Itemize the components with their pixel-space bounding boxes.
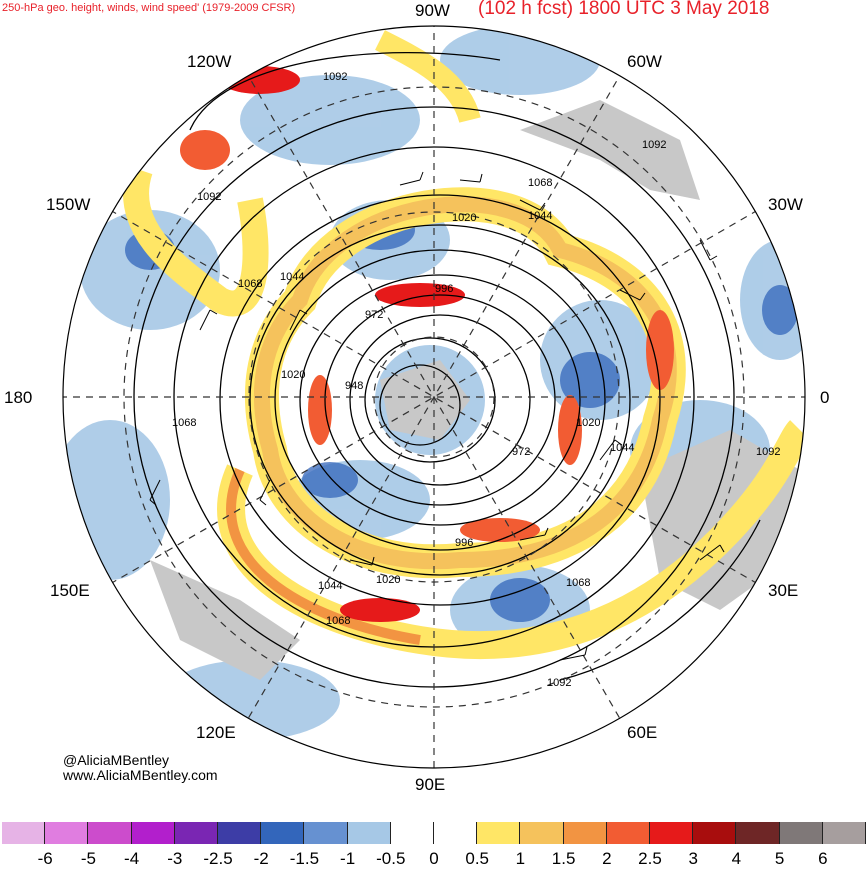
colorbar-segment — [218, 822, 262, 844]
longitude-label: 120E — [196, 723, 236, 742]
longitude-label: 30E — [768, 581, 798, 600]
contour-label: 948 — [345, 380, 363, 392]
colorbar-segment — [606, 822, 650, 844]
wind-barbs — [149, 171, 725, 661]
contour-label: 1044 — [610, 442, 634, 454]
map-boundary-circle — [62, 25, 806, 769]
contour-label: 1092 — [756, 446, 780, 458]
colorbar-tick-label: -5 — [80, 849, 96, 868]
colorbar-tick-label: -1.5 — [289, 849, 320, 868]
contour-label: 1020 — [576, 417, 600, 429]
height-contours — [133, 52, 761, 688]
contour-label: 972 — [365, 309, 383, 321]
polar-stereographic-map: 1092 1092 1092 1092 1092 1068 1068 1068 … — [4, 1, 829, 794]
colorbar: -6 -5 -4 -3 -2.5 -2 -1.5 -1 -0.5 0 0.5 1 1.5 2 2.5 3 4 5 6 — [0, 822, 868, 868]
credit-website: www.AliciaMBentley.com — [63, 767, 218, 783]
colorbar-tick-label: -6 — [37, 849, 53, 868]
contour-label: 1020 — [452, 212, 476, 224]
colorbar-segment — [520, 822, 564, 844]
forecast-time-title: (102 h fcst) 1800 UTC 3 May 2018 — [478, 0, 770, 19]
contour-label: 1044 — [280, 271, 304, 283]
longitude-label: 90E — [415, 775, 445, 794]
longitude-label: 90W — [415, 1, 450, 20]
colorbar-segment — [347, 822, 391, 844]
contour-label: 1068 — [326, 615, 350, 627]
colorbar-tick-label: 5 — [774, 849, 785, 868]
contour-label: 1020 — [376, 574, 400, 586]
longitude-label: 60W — [627, 52, 662, 71]
longitude-labels: 90W 60W 30W 0 30E 60E 90E 120E 150E 180 … — [4, 1, 829, 794]
colorbar-segment — [736, 822, 780, 844]
colorbar-segment — [693, 822, 737, 844]
colorbar-segment — [131, 822, 175, 844]
colorbar-segment — [45, 822, 89, 844]
contour-label: 1092 — [642, 139, 666, 151]
map-title: 250-hPa geo. height, winds, wind speed' … — [2, 2, 296, 14]
colorbar-tick-label: 0 — [429, 849, 439, 868]
colorbar-segment — [174, 822, 218, 844]
contour-label: 1068 — [528, 177, 552, 189]
credit-handle: @AliciaMBentley — [63, 752, 170, 768]
colorbar-segment — [88, 822, 132, 844]
contour-label: 996 — [455, 537, 473, 549]
contour-label: 1068 — [566, 577, 590, 589]
longitude-label: 150E — [50, 581, 90, 600]
longitude-label: 150W — [46, 195, 90, 214]
map-field-layer: 1092 1092 1092 1092 1092 1068 1068 1068 … — [63, 26, 805, 768]
contour-label: 1020 — [281, 369, 305, 381]
colorbar-tick-label: 3 — [688, 849, 698, 868]
colorbar-tick-label: 4 — [731, 849, 742, 868]
contour-label: 972 — [512, 446, 530, 458]
colorbar-tick-label: -0.5 — [376, 849, 406, 868]
longitude-label: 30W — [768, 195, 803, 214]
contour-label: 1044 — [318, 580, 342, 592]
colorbar-tick-label: -2.5 — [203, 849, 233, 868]
colorbar-tick-label: 2.5 — [638, 849, 662, 868]
colorbar-tick-label: 1.5 — [551, 849, 576, 868]
longitude-label: 180 — [4, 388, 32, 407]
colorbar-tick-label: -1 — [340, 849, 356, 868]
colorbar-segment — [650, 822, 694, 844]
colorbar-segment — [563, 822, 607, 844]
contour-label: 1092 — [197, 191, 221, 203]
colorbar-segment — [261, 822, 305, 844]
colorbar-segment — [2, 822, 46, 844]
contour-label: 1044 — [528, 210, 552, 222]
colorbar-segment — [304, 822, 348, 844]
colorbar-segment — [477, 822, 521, 844]
colorbar-tick-label: 6 — [818, 849, 828, 868]
colorbar-tick-label: -4 — [124, 849, 140, 868]
contour-label: 1068 — [172, 417, 196, 429]
contour-label-group: 1092 1092 1092 1092 1092 1068 1068 1068 … — [172, 71, 780, 689]
colorbar-segment — [434, 822, 478, 844]
longitude-label: 120W — [187, 52, 231, 71]
contour-label: 1092 — [323, 71, 347, 83]
colorbar-tick-label: 1 — [515, 849, 526, 868]
colorbar-tick-label: -3 — [167, 849, 183, 868]
colorbar-segment — [779, 822, 823, 844]
colorbar-segment — [822, 822, 866, 844]
colorbar-segment — [390, 822, 434, 844]
graticule — [63, 26, 805, 768]
contour-label: 1068 — [238, 278, 262, 290]
jet-stream-shading — [123, 30, 805, 660]
colorbar-tick-label: 0.5 — [465, 849, 490, 868]
longitude-label: 60E — [627, 723, 657, 742]
longitude-label: 0 — [820, 388, 829, 407]
colorbar-tick-label: -2 — [253, 849, 269, 868]
contour-label: 996 — [435, 283, 453, 295]
contour-label: 1092 — [547, 677, 571, 689]
colorbar-tick-label: 2 — [602, 849, 612, 868]
